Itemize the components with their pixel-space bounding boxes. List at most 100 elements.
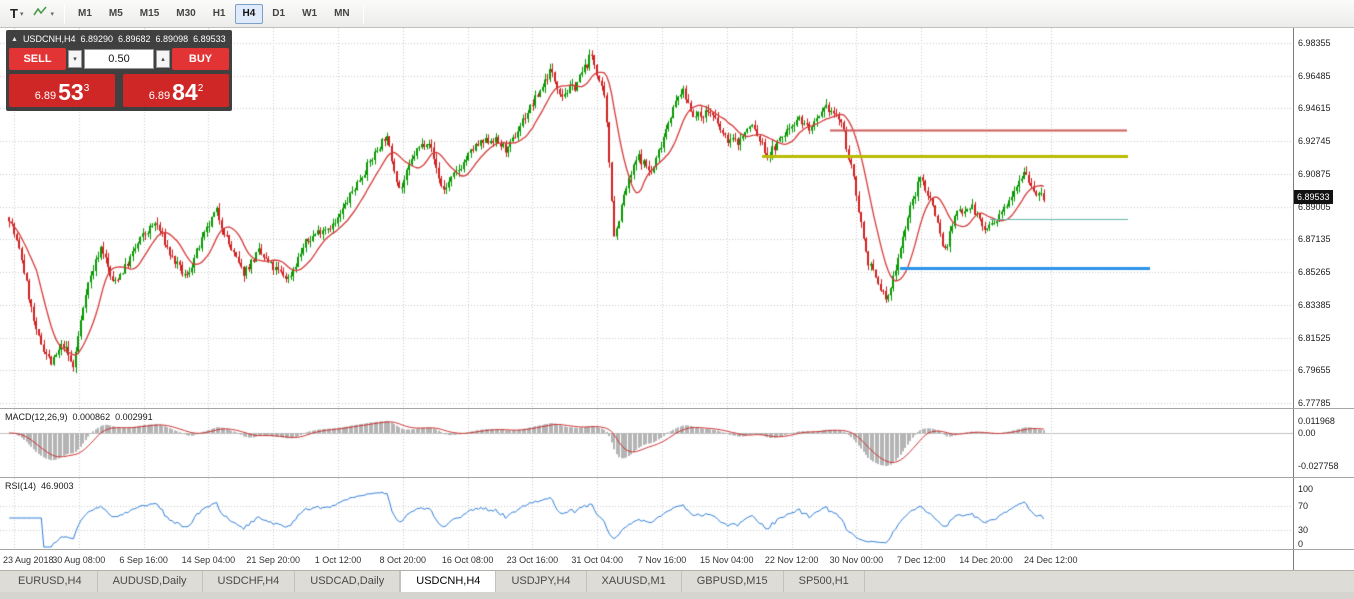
- buy-price-prefix: 6.89: [148, 90, 171, 102]
- zigzag-icon: [33, 5, 48, 23]
- time-axis[interactable]: 23 Aug 2018 30 Aug 08:00 6 Sep 16:00 14 Sep…: [0, 550, 1293, 570]
- current-price-tag: 6.89533: [1294, 190, 1333, 205]
- chart-tab-usdjpy-h4[interactable]: USDJPY,H4: [496, 571, 587, 592]
- time-axis-label: 16 Oct 08:00: [441, 555, 494, 565]
- rsi-axis-label: 100: [1298, 484, 1314, 494]
- timeframe-button-m15[interactable]: M15: [139, 8, 160, 19]
- price-axis-label: 6.81525: [1298, 332, 1331, 343]
- ohlc-close: 6.89533: [193, 34, 226, 44]
- price-axis-label: 6.87135: [1298, 234, 1331, 245]
- price-axis-label: 6.96485: [1298, 70, 1331, 81]
- timeframe-button-d1[interactable]: D1: [272, 8, 286, 19]
- time-axis-label: 7 Dec 12:00: [896, 555, 946, 565]
- chart-tab-audusd-daily[interactable]: AUDUSD,Daily: [98, 571, 203, 592]
- rsi-label: RSI(14) 46.9003: [5, 481, 79, 491]
- chart-tab-usdchf-h4[interactable]: USDCHF,H4: [203, 571, 296, 592]
- timeframe-button-m30[interactable]: M30: [176, 8, 196, 19]
- time-axis-label: 23 Aug 2018: [3, 555, 54, 565]
- rsi-value: 46.9003: [41, 481, 74, 491]
- volume-decrease-button[interactable]: ▾: [68, 50, 82, 68]
- panel-divider: [0, 549, 1354, 550]
- chart-tab-usdcnh-h4[interactable]: USDCNH,H4: [400, 571, 497, 592]
- time-axis-label: 14 Sep 04:00: [181, 555, 236, 565]
- buy-button[interactable]: BUY: [172, 48, 229, 70]
- time-axis-label: 22 Nov 12:00: [764, 555, 819, 565]
- trade-prices-row: 6.89 53 3 6.89 84 2: [9, 74, 229, 107]
- time-axis-label: 23 Oct 16:00: [506, 555, 559, 565]
- time-axis-label: 30 Aug 08:00: [52, 555, 106, 565]
- price-axis-label: 6.98355: [1298, 38, 1331, 48]
- sell-button[interactable]: SELL: [9, 48, 66, 70]
- symbol-arrow-icon: ▲: [11, 35, 18, 43]
- price-axis-label: 6.90875: [1298, 168, 1331, 179]
- price-axis-label: 6.85265: [1298, 267, 1331, 278]
- time-axis-label: 8 Oct 20:00: [379, 555, 427, 565]
- price-axis-label: 6.79655: [1298, 365, 1331, 376]
- time-axis-label: 15 Nov 04:00: [700, 555, 754, 565]
- time-axis-label: 31 Oct 04:00: [571, 555, 623, 565]
- volume-input[interactable]: [84, 49, 154, 69]
- sell-price-prefix: 6.89: [34, 90, 57, 102]
- macd-indicator-canvas[interactable]: [0, 409, 1293, 477]
- sell-price-big: 53: [58, 79, 84, 105]
- text-tool-button[interactable]: T ▾: [5, 3, 28, 25]
- toolbar-separator: [63, 3, 65, 24]
- rsi-indicator-canvas[interactable]: [0, 478, 1293, 549]
- panel-divider[interactable]: [0, 408, 1354, 409]
- ohlc-high: 6.89682: [118, 34, 151, 44]
- time-axis-label: 21 Sep 20:00: [246, 555, 300, 565]
- time-axis-label: 14 Dec 20:00: [959, 555, 1013, 565]
- top-toolbar: T ▾ ▾ M1 M5 M15 M30 H1 H4 D1 W1 MN: [0, 0, 1354, 28]
- panel-divider[interactable]: [0, 477, 1354, 478]
- chart-tab-usdcad-daily[interactable]: USDCAD,Daily: [295, 571, 401, 592]
- rsi-axis-label: 70: [1298, 501, 1309, 511]
- macd-axis-label: -0.027758: [1298, 461, 1339, 471]
- price-axis-label: 6.94615: [1298, 103, 1331, 114]
- timeframe-button-m5[interactable]: M5: [108, 8, 123, 19]
- timeframe-button-h4[interactable]: H4: [234, 3, 264, 24]
- ohlc-readout: ▲ USDCNH,H4 6.89290 6.89682 6.89098 6.89…: [9, 32, 229, 46]
- time-axis-label: 1 Oct 12:00: [314, 555, 362, 565]
- trade-controls-row: SELL ▾ ▴ BUY: [9, 47, 229, 71]
- text-tool-label: T: [10, 6, 18, 21]
- timeframe-button-w1[interactable]: W1: [302, 8, 318, 19]
- time-axis-label: 6 Sep 16:00: [119, 555, 168, 565]
- chevron-down-icon: ▾: [19, 10, 24, 18]
- macd-main-value: 0.000862: [72, 412, 111, 422]
- toolbar-separator: [362, 3, 364, 24]
- chart-tab-eurusd-h4[interactable]: EURUSD,H4: [3, 571, 98, 592]
- sell-price-box[interactable]: 6.89 53 3: [9, 74, 115, 107]
- timeframe-group: M1 M5 M15 M30 H1 H4 D1 W1 MN: [70, 3, 358, 24]
- chart-tab-gbpusd-m15[interactable]: GBPUSD,M15: [682, 571, 784, 592]
- timeframe-button-h1[interactable]: H1: [212, 8, 226, 19]
- chevron-down-icon: ▾: [50, 10, 54, 18]
- ohlc-open: 6.89290: [80, 34, 113, 44]
- macd-label: MACD(12,26,9) 0.000862 0.002991: [5, 412, 158, 422]
- chart-tab-sp500-h1[interactable]: SP500,H1: [784, 571, 865, 592]
- time-axis-label: 7 Nov 16:00: [637, 555, 687, 565]
- chart-tab-bar: EURUSD,H4 AUDUSD,Daily USDCHF,H4 USDCAD,Dai…: [0, 570, 1354, 592]
- window-bottom-edge: [0, 592, 1354, 599]
- rsi-name: RSI(14): [5, 481, 37, 491]
- price-axis[interactable]: 6.98355 6.96485 6.94615 6.92745 6.90875 6.890…: [1293, 28, 1354, 570]
- rsi-axis-label: 0: [1298, 539, 1304, 549]
- chart-window: MACD(12,26,9) 0.000862 0.002991 RSI(14) 46.…: [0, 28, 1354, 570]
- ohlc-low: 6.89098: [155, 34, 189, 44]
- buy-price-box[interactable]: 6.89 84 2: [123, 74, 229, 107]
- buy-price-sup: 2: [197, 83, 204, 94]
- symbol-period: USDCNH,H4: [22, 34, 76, 44]
- time-axis-label: 30 Nov 00:00: [829, 555, 884, 565]
- macd-name: MACD(12,26,9): [5, 412, 68, 422]
- chart-tab-xauusd-m1[interactable]: XAUUSD,M1: [587, 571, 682, 592]
- sell-price-sup: 3: [83, 83, 90, 94]
- buy-price-big: 84: [172, 79, 198, 105]
- macd-axis-label: 0.011968: [1298, 416, 1335, 426]
- price-axis-label: 6.83385: [1298, 299, 1331, 310]
- volume-increase-button[interactable]: ▴: [156, 50, 170, 68]
- line-studies-button[interactable]: ▾: [28, 3, 59, 25]
- rsi-axis-label: 30: [1298, 525, 1309, 535]
- price-axis-label: 6.77785: [1298, 398, 1331, 408]
- timeframe-button-m1[interactable]: M1: [77, 8, 92, 19]
- macd-axis-label: 0.00: [1298, 428, 1316, 438]
- timeframe-button-mn[interactable]: MN: [334, 8, 350, 19]
